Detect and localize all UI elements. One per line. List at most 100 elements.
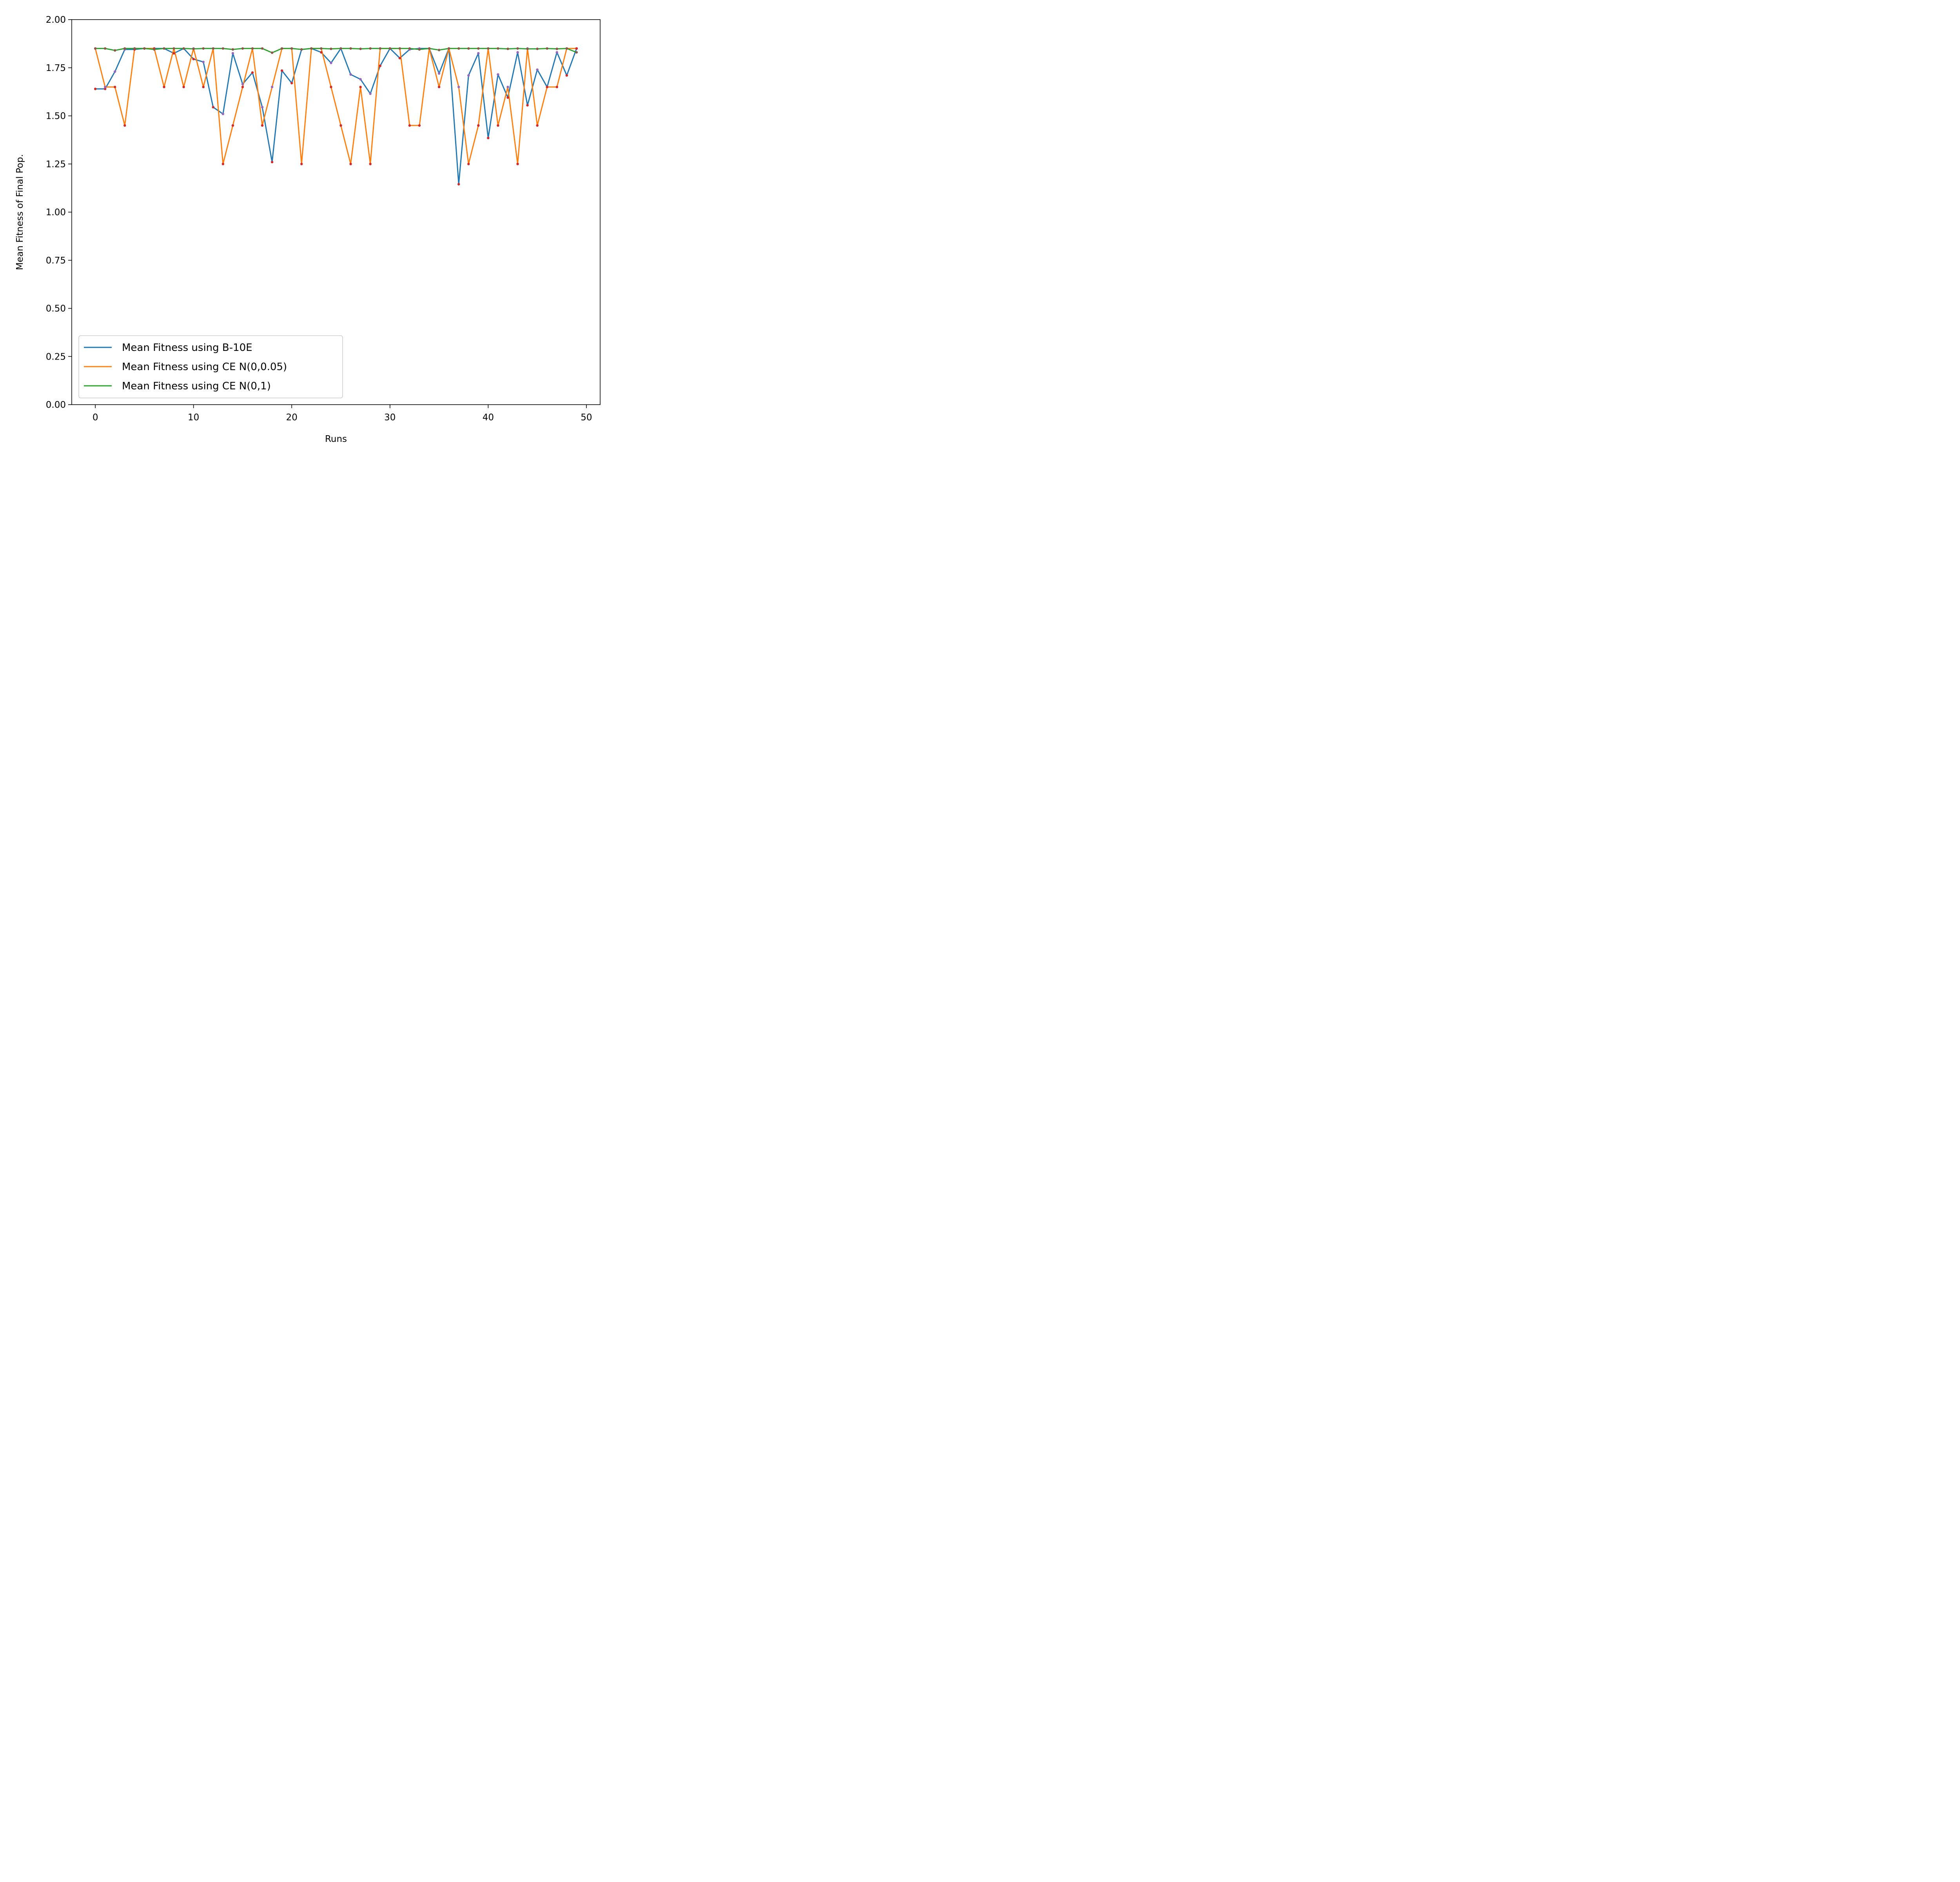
data-point xyxy=(241,83,244,85)
data-point xyxy=(349,163,352,165)
data-point xyxy=(202,60,205,64)
data-point xyxy=(192,58,195,60)
data-point xyxy=(221,47,225,50)
legend-label-3: Mean Fitness using CE N(0,1) xyxy=(122,380,271,392)
data-point xyxy=(114,49,116,52)
data-point xyxy=(231,52,234,55)
data-point xyxy=(516,51,519,54)
data-point xyxy=(339,47,342,50)
series-line-2 xyxy=(94,48,577,165)
y-tick-label: 0.50 xyxy=(46,304,66,314)
data-point xyxy=(280,47,283,50)
data-point xyxy=(428,47,431,50)
y-tick-label: 1.75 xyxy=(46,63,66,73)
data-point xyxy=(437,72,441,75)
data-point xyxy=(477,124,480,127)
data-point xyxy=(437,49,441,51)
data-point xyxy=(467,47,470,50)
data-point xyxy=(398,47,401,50)
data-point xyxy=(497,47,499,50)
y-tick-label: 0.00 xyxy=(46,400,66,410)
data-point xyxy=(290,47,293,50)
y-tick-label: 1.25 xyxy=(46,159,66,169)
legend-label-1: Mean Fitness using B-10E xyxy=(122,342,252,354)
data-point xyxy=(192,47,195,50)
data-point xyxy=(369,163,372,165)
data-point xyxy=(114,85,116,89)
data-point xyxy=(555,47,558,50)
data-point xyxy=(261,47,264,50)
data-point xyxy=(280,69,283,72)
data-point xyxy=(172,52,175,55)
legend-frame xyxy=(78,335,343,398)
data-point xyxy=(143,47,146,50)
data-point xyxy=(359,78,362,81)
x-axis-title: Runs xyxy=(325,434,347,444)
x-tick-label: 30 xyxy=(384,412,396,423)
x-tick-label: 0 xyxy=(93,412,98,423)
data-point xyxy=(202,47,205,50)
series-layer xyxy=(94,47,578,185)
data-point xyxy=(320,47,323,50)
data-point xyxy=(163,85,165,89)
legend: Mean Fitness using B-10E Mean Fitness usi… xyxy=(78,335,343,398)
data-point xyxy=(270,85,274,89)
data-point xyxy=(94,47,97,50)
data-point xyxy=(241,47,244,50)
data-point xyxy=(202,85,205,89)
data-point xyxy=(261,124,264,127)
data-point xyxy=(330,47,332,50)
data-point xyxy=(103,47,107,50)
data-point xyxy=(212,106,214,109)
data-point xyxy=(123,47,126,50)
data-point xyxy=(241,85,244,89)
data-point xyxy=(437,85,441,89)
data-point xyxy=(457,85,460,89)
data-point xyxy=(536,68,539,71)
data-point xyxy=(418,124,421,127)
legend-label-2: Mean Fitness using CE N(0,0.05) xyxy=(122,361,287,373)
data-point xyxy=(575,51,578,54)
series-line-1 xyxy=(95,48,577,185)
data-point xyxy=(123,124,126,127)
data-point xyxy=(182,85,185,89)
line-chart: 0 10 20 30 40 50 0.00 0.25 0.50 0.75 1.00 1.25 1.50 1… xyxy=(0,0,615,461)
data-point xyxy=(467,74,470,77)
data-point xyxy=(536,47,539,50)
data-point xyxy=(418,48,421,51)
y-tick-label: 0.25 xyxy=(46,352,66,362)
data-point xyxy=(103,87,107,90)
data-point xyxy=(103,85,107,89)
data-point xyxy=(565,47,568,50)
data-point xyxy=(212,47,214,50)
y-tick-label: 0.75 xyxy=(46,256,66,266)
data-point xyxy=(251,47,254,50)
x-tick-label: 10 xyxy=(188,412,199,423)
data-point xyxy=(310,47,313,50)
data-point xyxy=(506,96,509,99)
data-point xyxy=(300,163,303,165)
data-point xyxy=(172,47,175,50)
data-point xyxy=(221,163,225,165)
data-point xyxy=(497,73,499,76)
data-point xyxy=(555,85,558,89)
y-tick-label: 2.00 xyxy=(46,15,66,25)
data-point xyxy=(290,82,293,85)
data-point xyxy=(447,47,450,50)
data-point xyxy=(369,92,372,95)
data-point xyxy=(270,51,274,54)
data-point xyxy=(379,47,381,50)
axes-layer: 0 10 20 30 40 50 0.00 0.25 0.50 0.75 1.00 1.25 1.50 1… xyxy=(46,15,601,423)
x-tick-label: 40 xyxy=(483,412,494,423)
data-point xyxy=(457,47,460,50)
data-point xyxy=(536,124,539,127)
data-point xyxy=(516,47,519,50)
data-point xyxy=(379,64,381,67)
data-point xyxy=(546,47,548,50)
data-point xyxy=(526,104,529,107)
data-point xyxy=(467,163,470,165)
data-point xyxy=(270,161,274,163)
data-point xyxy=(487,136,490,140)
data-point xyxy=(408,47,411,50)
data-point xyxy=(349,73,352,76)
